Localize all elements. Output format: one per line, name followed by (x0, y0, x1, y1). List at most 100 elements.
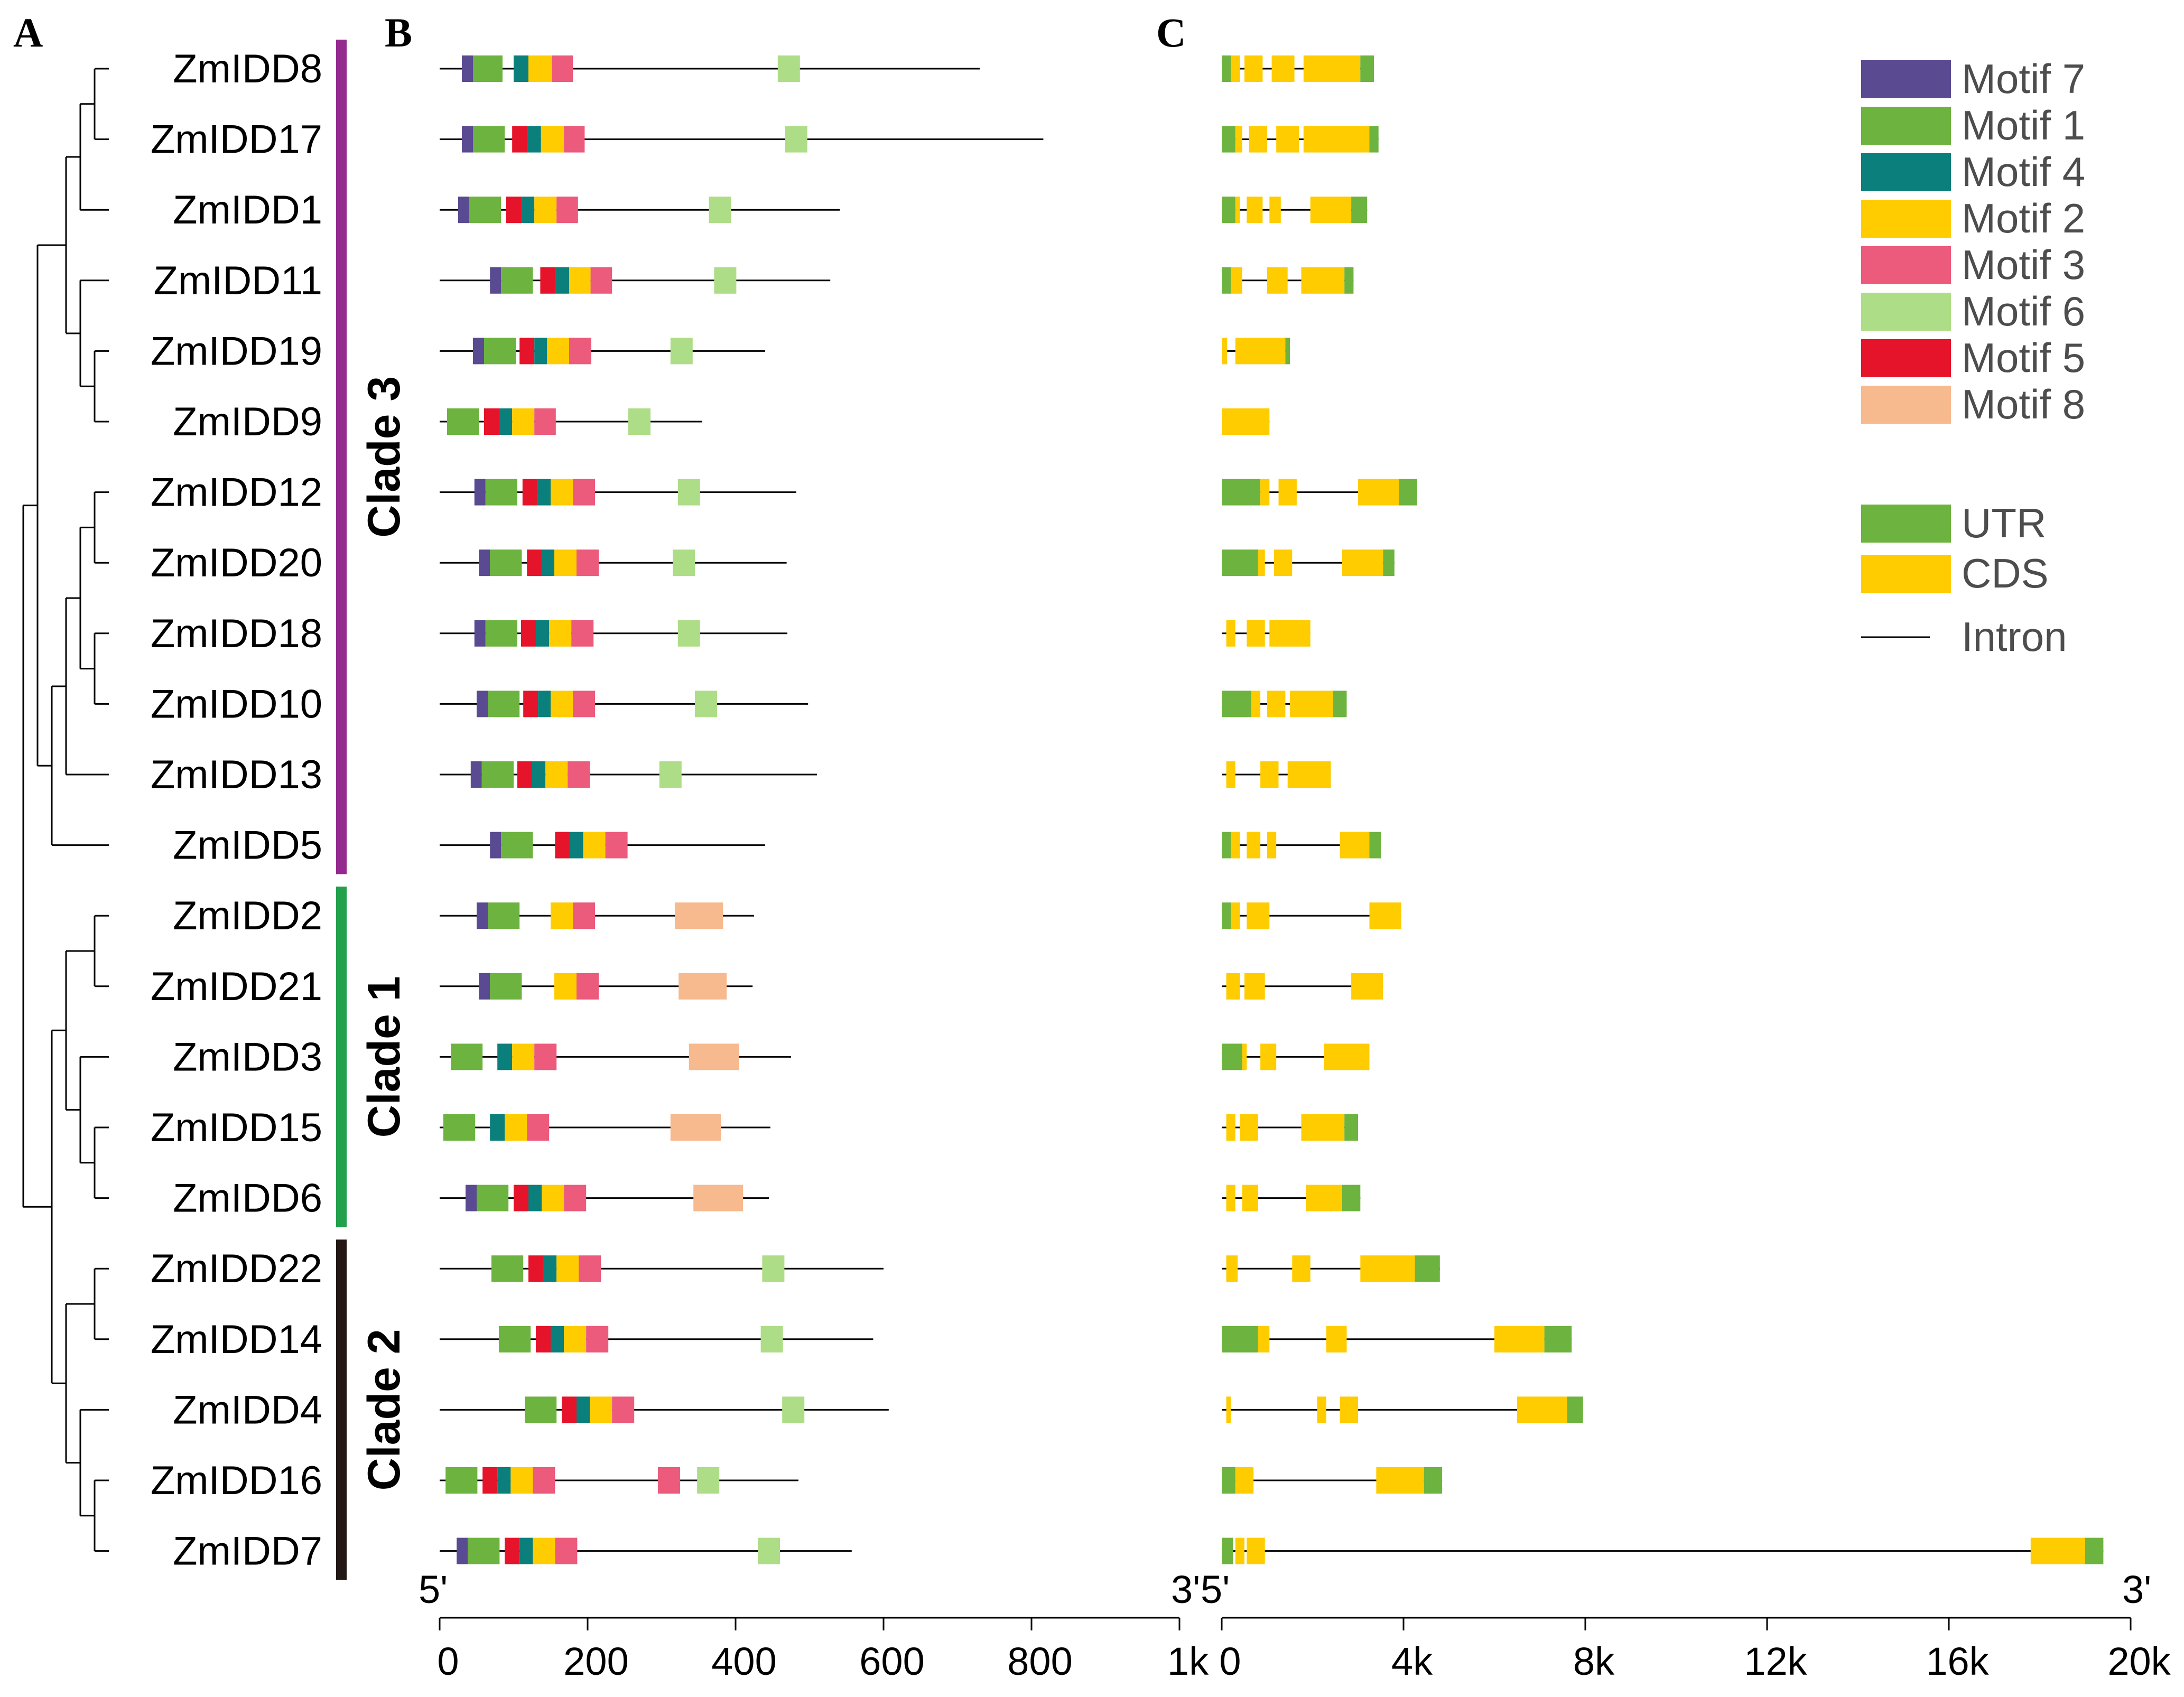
gene-labels: ZmIDD8 ZmIDD17 ZmIDD1 ZmIDD11 ZmIDD19 ZmIDD9 Z… (151, 46, 322, 1574)
motif-5-box (484, 408, 499, 435)
motif-2-box (505, 1114, 527, 1141)
motif-3-box (555, 1537, 578, 1564)
panel-label-c: C (1156, 10, 1186, 55)
cds-box (1258, 1326, 1270, 1353)
cds-box (1260, 479, 1270, 506)
motif-3-box (605, 832, 628, 859)
cds-box (1235, 338, 1286, 365)
clade-bar-clade-2 (336, 1239, 347, 1580)
gene-label-zmidd4: ZmIDD4 (173, 1387, 322, 1432)
motif-3-box (533, 1467, 555, 1494)
legend-intron-label: Intron (1962, 613, 2067, 660)
cds-box (1369, 902, 1401, 929)
cds-box (1494, 1326, 1545, 1353)
cds-box (1292, 1255, 1311, 1282)
cds-box (1351, 973, 1383, 1000)
cds-box (1358, 479, 1399, 506)
utr-box (1342, 1185, 1361, 1211)
cds-box (1269, 197, 1281, 223)
legend-motif-7-swatch (1861, 60, 1951, 98)
motif-1-box (484, 338, 516, 365)
cds-box (1249, 126, 1267, 153)
legend-cds-swatch (1861, 555, 1951, 593)
legend-motif-4-swatch (1861, 153, 1951, 191)
utr-box (1544, 1326, 1572, 1353)
motif-1-box (477, 1185, 509, 1211)
cds-box (1235, 1467, 1254, 1494)
motif-3-box (568, 761, 590, 788)
protein-tick-label: 200 (563, 1639, 628, 1683)
utr-box (1360, 55, 1374, 82)
motif-3-box (527, 1114, 550, 1141)
motif-4-box (543, 1255, 557, 1282)
motif-1-box (491, 1255, 524, 1282)
gene-label-zmidd15: ZmIDD15 (151, 1105, 322, 1150)
cds-box (1226, 1396, 1231, 1423)
cds-box (1360, 1255, 1415, 1282)
gene-label-zmidd16: ZmIDD16 (151, 1458, 322, 1503)
motif-3-box (573, 902, 595, 929)
legend-motif-2-label: Motif 2 (1962, 195, 2085, 241)
utr-box (1222, 1043, 1242, 1070)
motif-5-box (482, 1467, 498, 1494)
utr-box (1369, 832, 1381, 859)
motif-6-box (714, 267, 737, 294)
utr-box (1222, 691, 1251, 717)
motif-4-box (514, 55, 528, 82)
motif-3-box (571, 620, 594, 647)
protein-tick-label: 1k (1167, 1639, 1209, 1683)
cds-box (1247, 197, 1263, 223)
motif-4-box (537, 479, 551, 506)
motif-4-box (532, 761, 546, 788)
motif-2-box (554, 973, 577, 1000)
legend-motif-5-label: Motif 5 (1962, 334, 2085, 381)
motif-4-box (528, 1185, 542, 1211)
gene-label-zmidd14: ZmIDD14 (151, 1317, 322, 1362)
motif-1-box (485, 620, 517, 647)
utr-box (1222, 1467, 1235, 1494)
motif-2-box (534, 197, 557, 223)
motif-2-box (556, 1255, 579, 1282)
motif-1-box (468, 1537, 500, 1564)
gene-tick-label: 20k (2107, 1639, 2171, 1683)
legend-motif-8-label: Motif 8 (1962, 381, 2085, 427)
cds-box (2030, 1537, 2085, 1564)
motif-3-box (612, 1396, 635, 1423)
motif-6-box (677, 479, 700, 506)
utr-box (1222, 1537, 1233, 1564)
motif-3-box (564, 126, 585, 153)
motif-3-box (569, 338, 591, 365)
legend-motif-5-swatch (1861, 339, 1951, 377)
cds-box (1244, 973, 1265, 1000)
protein-tick-label: 800 (1007, 1639, 1072, 1683)
motif-1-box (473, 126, 505, 153)
cds-box (1240, 1114, 1258, 1141)
motif-8-box (693, 1185, 743, 1211)
cds-box (1342, 549, 1383, 576)
cds-box (1310, 197, 1352, 223)
cds-box (1231, 832, 1240, 859)
cds-box (1340, 832, 1370, 859)
motif-6-box (785, 126, 807, 153)
motif-7-box (479, 973, 490, 1000)
motif-6-box (659, 761, 682, 788)
motif-3-box (586, 1326, 609, 1353)
gene-structure-panel (1222, 55, 2104, 1564)
motif-1-box (447, 408, 479, 435)
panel-label-a: A (13, 10, 43, 55)
motif-2-box (564, 1326, 587, 1353)
protein-three-prime-label: 3' (1171, 1568, 1200, 1611)
cds-box (1306, 1185, 1342, 1211)
utr-box (1222, 1326, 1258, 1353)
motif-7-box (457, 1537, 468, 1564)
motif-1-box (490, 973, 522, 1000)
clade-bar-clade-1 (336, 887, 347, 1227)
motif-2-box (549, 620, 572, 647)
motif-6-box (777, 55, 800, 82)
protein-five-prime-label: 5' (419, 1568, 448, 1611)
gene-tick-label: 4k (1391, 1639, 1433, 1683)
legend-motif-6-label: Motif 6 (1962, 288, 2085, 334)
utr-box (1344, 1114, 1358, 1141)
